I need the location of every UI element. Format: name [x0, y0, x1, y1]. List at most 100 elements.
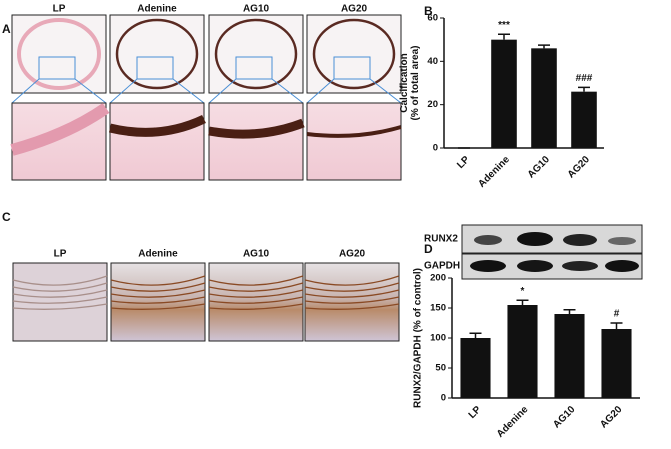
calcified-layer [306, 125, 402, 138]
band [474, 235, 502, 245]
band [470, 260, 506, 272]
error-bar [538, 44, 550, 49]
significance-mark: ### [576, 73, 593, 84]
band [517, 260, 553, 272]
zoom-line [208, 78, 237, 104]
x-tick-label: LP [455, 154, 472, 171]
zoom-box [38, 56, 76, 80]
x-tick-label: AG10 [551, 404, 578, 431]
micrograph-zoom [109, 102, 205, 181]
blot-label: RUNX2 [424, 234, 458, 245]
zoom-line [306, 78, 335, 104]
y-tick-label: 0 [433, 143, 438, 154]
y-axis-label: (% of total area) [410, 45, 421, 120]
micrograph-zoom [306, 102, 402, 181]
blot-label: GAPDH [424, 261, 460, 272]
bar [531, 48, 557, 149]
lamina [110, 296, 206, 304]
media-layer [10, 103, 110, 156]
micrograph-zoom [208, 102, 304, 181]
error-bar [516, 299, 529, 305]
vessel-ring [115, 18, 199, 90]
y-tick-label: 40 [427, 56, 438, 67]
x-tick-label: AG20 [566, 154, 593, 181]
band [605, 260, 639, 272]
significance-mark: *** [498, 20, 510, 31]
y-axis-label: RUNX2/GAPDH (% of control) [413, 268, 424, 408]
error-bar [563, 309, 576, 314]
y-tick-label: 20 [427, 99, 438, 110]
error-bar [578, 86, 590, 92]
band [563, 234, 597, 246]
vessel-ring [312, 18, 396, 90]
vessel-ring [17, 18, 101, 90]
zoom-line [172, 78, 205, 104]
x-tick-label: Adenine [476, 154, 512, 190]
bar [601, 329, 632, 398]
y-tick-label: 150 [430, 303, 446, 314]
column-header: Adenine [138, 249, 178, 260]
bar [554, 314, 585, 398]
micrograph [208, 14, 304, 94]
bar [491, 39, 517, 148]
y-tick-label: 100 [430, 333, 446, 344]
micrograph [306, 14, 402, 94]
column-header: Adenine [137, 4, 177, 15]
band [517, 232, 553, 246]
lamina [12, 275, 108, 286]
lamina [110, 303, 206, 310]
y-tick-label: 200 [430, 273, 446, 284]
zoom-box [136, 56, 174, 80]
lamina [208, 303, 304, 310]
x-tick-label: Adenine [495, 404, 531, 440]
panel-label: B [424, 4, 433, 18]
lamina [208, 282, 304, 292]
band [562, 261, 598, 271]
zoom-box [333, 56, 371, 80]
lamina [12, 303, 108, 310]
lamina [304, 282, 400, 292]
panel-label: C [2, 210, 11, 224]
lamina [12, 282, 108, 292]
x-tick-label: LP [467, 404, 484, 421]
lamina [208, 275, 304, 286]
error-bar [469, 332, 482, 338]
y-tick-label: 0 [441, 393, 446, 404]
zoom-line [74, 78, 107, 104]
panel-label: D [424, 242, 433, 256]
zoom-line [271, 78, 304, 104]
zoom-line [369, 78, 402, 104]
significance-mark: # [614, 309, 620, 320]
column-header: LP [54, 249, 67, 260]
calcified-layer [108, 114, 206, 137]
y-axis-label: Calcification [399, 53, 410, 112]
lamina [110, 289, 206, 298]
error-bar [610, 322, 623, 329]
column-header: AG20 [339, 249, 366, 260]
vessel-ring [214, 18, 298, 90]
column-header: LP [53, 4, 66, 15]
zoom-line [109, 78, 138, 104]
error-bar [498, 33, 510, 40]
lamina [304, 275, 400, 286]
column-header: AG10 [243, 4, 270, 15]
x-tick-label: AG10 [526, 154, 553, 181]
lamina [304, 289, 400, 298]
y-tick-label: 50 [435, 363, 446, 374]
lamina [110, 282, 206, 292]
zoom-box [235, 56, 273, 80]
lamina [110, 275, 206, 286]
lamina [208, 296, 304, 304]
x-tick-label: AG20 [598, 404, 625, 431]
significance-mark: * [521, 286, 525, 297]
column-header: AG20 [341, 4, 368, 15]
lamina [12, 296, 108, 304]
bar [571, 91, 597, 148]
lamina [208, 289, 304, 298]
calcified-layer [208, 118, 305, 139]
micrograph [109, 14, 205, 94]
zoom-line [11, 78, 40, 104]
micrographs [10, 14, 402, 342]
y-tick-label: 60 [427, 13, 438, 24]
